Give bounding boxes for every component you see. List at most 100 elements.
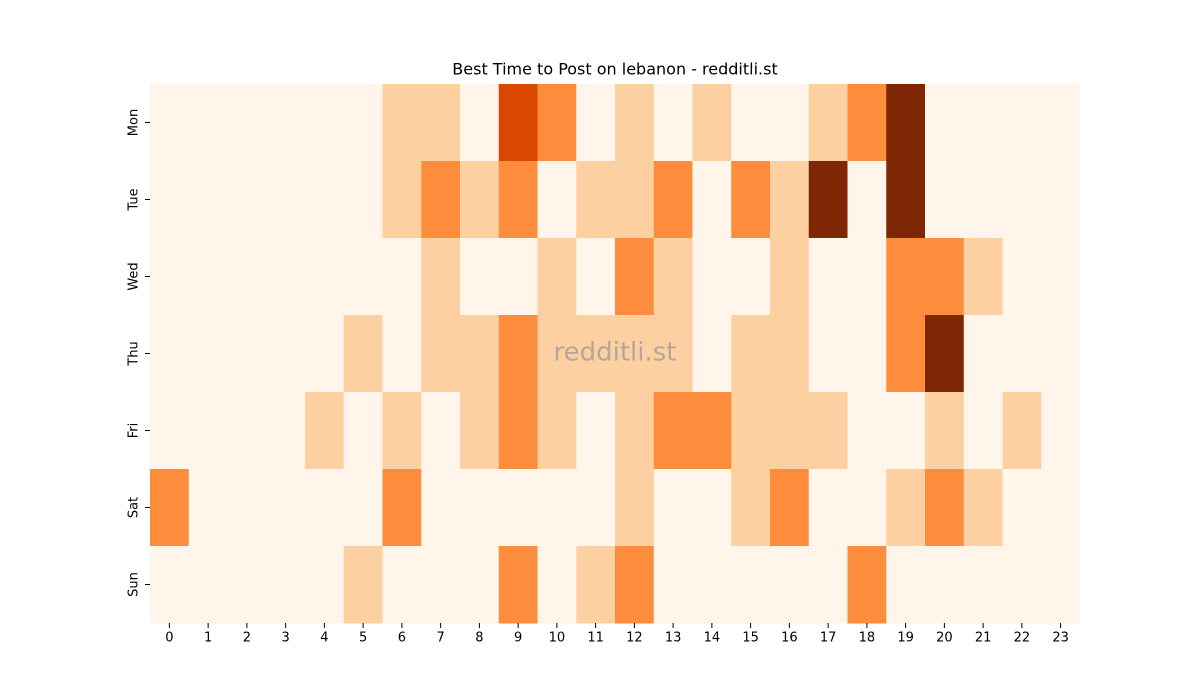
- heat-cell: [227, 315, 267, 393]
- heat-cell: [188, 469, 228, 547]
- heat-cell: [731, 392, 771, 470]
- heat-cell: [770, 392, 810, 470]
- heat-cell: [886, 546, 926, 624]
- heat-cell: [498, 315, 538, 393]
- heat-cell: [925, 315, 965, 393]
- heat-cell: [615, 469, 655, 547]
- heat-cell: [692, 84, 732, 162]
- heat-cell: [692, 546, 732, 624]
- heat-cell: [808, 315, 848, 393]
- heat-cell: [421, 84, 461, 162]
- heat-cell: [266, 161, 306, 239]
- heat-cell: [731, 84, 771, 162]
- heat-cell: [382, 392, 422, 470]
- heat-cell: [963, 238, 1003, 316]
- heat-cell: [498, 546, 538, 624]
- heat-cell: [498, 238, 538, 316]
- x-tick-label: 23: [1052, 631, 1069, 646]
- y-tick-label: Fri: [127, 423, 142, 439]
- heat-cell: [382, 546, 422, 624]
- x-tick-label: 2: [243, 631, 251, 646]
- heat-cell: [460, 392, 500, 470]
- x-tick-label: 10: [549, 631, 566, 646]
- heat-cell: [886, 392, 926, 470]
- heat-cell: [770, 84, 810, 162]
- x-tick-label: 8: [475, 631, 483, 646]
- heat-cell: [653, 546, 693, 624]
- heat-cell: [770, 469, 810, 547]
- heat-cell: [692, 161, 732, 239]
- heat-cell: [227, 238, 267, 316]
- heat-cell: [227, 546, 267, 624]
- heat-cell: [382, 469, 422, 547]
- heat-cell: [1041, 392, 1081, 470]
- heat-cell: [808, 238, 848, 316]
- heat-cell: [537, 469, 577, 547]
- x-tick-label: 12: [626, 631, 643, 646]
- heat-cell: [731, 238, 771, 316]
- heat-cell: [653, 238, 693, 316]
- heat-cell: [1002, 392, 1042, 470]
- y-tick-label: Tue: [127, 188, 142, 211]
- heat-cell: [382, 315, 422, 393]
- heat-cell: [731, 469, 771, 547]
- y-tick-label: Sun: [127, 572, 142, 597]
- watermark: redditli.st: [554, 338, 677, 368]
- heat-cell: [188, 392, 228, 470]
- heat-cell: [305, 238, 345, 316]
- heat-cell: [576, 315, 616, 393]
- heat-cell: [343, 315, 383, 393]
- heat-cell: [498, 392, 538, 470]
- heat-cell: [963, 84, 1003, 162]
- heat-cell: [576, 546, 616, 624]
- heat-cell: [421, 238, 461, 316]
- heat-cell: [847, 238, 887, 316]
- heat-cell: [847, 469, 887, 547]
- heat-cell: [576, 84, 616, 162]
- heat-cell: [615, 392, 655, 470]
- heat-cell: [382, 84, 422, 162]
- heat-cell: [653, 469, 693, 547]
- y-tick-label: Wed: [127, 262, 142, 290]
- heat-cell: [576, 238, 616, 316]
- heat-cell: [188, 161, 228, 239]
- heat-cell: [1002, 84, 1042, 162]
- heat-cell: [537, 238, 577, 316]
- heat-cell: [460, 469, 500, 547]
- heat-cell: [847, 161, 887, 239]
- heat-cell: [653, 84, 693, 162]
- heat-cell: [305, 392, 345, 470]
- heat-cell: [847, 546, 887, 624]
- x-tick-label: 1: [204, 631, 212, 646]
- heat-cell: [847, 315, 887, 393]
- x-tick-label: 20: [936, 631, 953, 646]
- heat-cell: [615, 546, 655, 624]
- heat-cell: [537, 546, 577, 624]
- heat-cell: [188, 84, 228, 162]
- heat-cell: [537, 84, 577, 162]
- heat-cell: [1002, 546, 1042, 624]
- y-tick-label: Thu: [127, 341, 142, 366]
- heat-cell: [770, 315, 810, 393]
- x-tick-label: 6: [398, 631, 406, 646]
- x-tick-label: 22: [1014, 631, 1031, 646]
- heat-cell: [731, 315, 771, 393]
- heat-cell: [615, 238, 655, 316]
- heat-cell: [343, 238, 383, 316]
- heat-cell: [615, 161, 655, 239]
- heat-cell: [925, 161, 965, 239]
- heat-cell: [421, 546, 461, 624]
- x-tick-label: 11: [587, 631, 604, 646]
- heat-cell: [1041, 546, 1081, 624]
- heat-cell: [537, 392, 577, 470]
- x-tick-label: 19: [897, 631, 914, 646]
- heat-cell: [963, 161, 1003, 239]
- heat-cell: [847, 84, 887, 162]
- heat-cell: [925, 238, 965, 316]
- x-tick-label: 5: [359, 631, 367, 646]
- x-tick-label: 3: [281, 631, 289, 646]
- heat-cell: [421, 392, 461, 470]
- heat-cell: [770, 546, 810, 624]
- heat-cell: [460, 238, 500, 316]
